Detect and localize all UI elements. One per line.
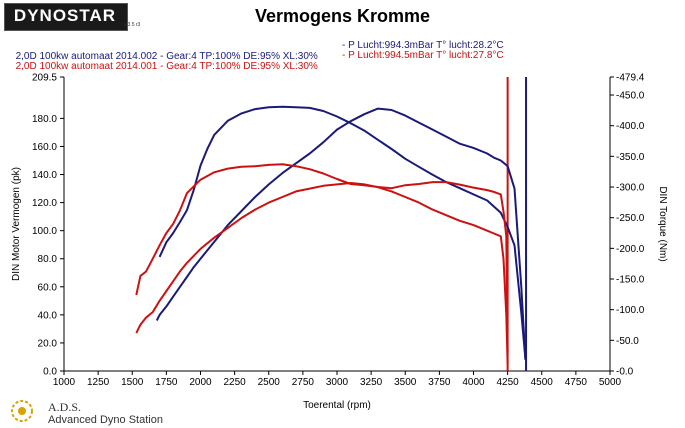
x-tick-label: 4750 <box>565 377 588 388</box>
series-line-power <box>155 107 527 360</box>
x-tick-label: 2000 <box>189 377 212 388</box>
ads-logo-icon <box>11 400 33 422</box>
chart-title: Vermogens Kromme <box>254 6 431 26</box>
y-right-tick-label: -150.0 <box>616 275 645 286</box>
x-tick-label: 4250 <box>497 377 520 388</box>
x-tick-label: 4000 <box>462 377 485 388</box>
y-left-tick-label: 100.0 <box>32 226 57 237</box>
y-left-tick-label: 140.0 <box>32 170 57 181</box>
x-tick-label: 2250 <box>224 377 247 388</box>
y-right-tick-label: -479.4 <box>616 73 645 84</box>
series-line-torque <box>135 163 509 353</box>
x-tick-label: 2750 <box>292 377 315 388</box>
run-label: 2,0D 100kw automaat 2014.002 - Gear:4 TP… <box>15 51 318 62</box>
x-tick-label: 1500 <box>121 377 144 388</box>
run-conditions: - P Lucht:994.5mBar T° lucht:27.8°C <box>342 50 504 61</box>
y-left-tick-label: 60.0 <box>38 282 58 293</box>
y-left-tick-label: 160.0 <box>32 142 57 153</box>
x-tick-label: 1750 <box>155 377 178 388</box>
y-right-axis-title: DIN Torque (Nm) <box>657 186 668 261</box>
y-left-tick-label: 40.0 <box>38 310 58 321</box>
logo-version: v.3.5 r3 <box>124 22 141 28</box>
y-left-tick-label: 120.0 <box>32 198 57 209</box>
ads-subtitle: Advanced Dyno Station <box>48 414 163 426</box>
series-line-power <box>135 182 509 365</box>
y-right-tick-label: -350.0 <box>616 152 645 163</box>
y-right-tick-label: -0.0 <box>616 367 634 378</box>
y-left-tick-label: 0.0 <box>43 367 57 378</box>
y-right-tick-label: -50.0 <box>616 336 639 347</box>
run-info-red: 2,0D 100kw automaat 2014.001 - Gear:4 TP… <box>10 50 504 83</box>
y-right-tick-label: -250.0 <box>616 213 645 224</box>
x-tick-label: 2500 <box>258 377 281 388</box>
x-tick-label: 3500 <box>394 377 417 388</box>
y-right-tick-label: -200.0 <box>616 244 645 255</box>
y-right-tick-label: -450.0 <box>616 91 645 102</box>
run-label: 2,0D 100kw automaat 2014.001 - Gear:4 TP… <box>15 61 318 72</box>
x-tick-label: 3250 <box>360 377 383 388</box>
logo-text: DYNOSTAR <box>13 6 117 25</box>
dynostar-logo <box>4 3 128 31</box>
y-left-axis-title: DIN Motor Vermogen (pk) <box>11 167 22 281</box>
x-tick-label: 4500 <box>531 377 554 388</box>
run-conditions: - P Lucht:994.3mBar T° lucht:28.2°C <box>342 40 504 51</box>
y-right-tick-label: -100.0 <box>616 305 645 316</box>
x-tick-label: 1250 <box>87 377 110 388</box>
x-tick-label: 1000 <box>53 377 76 388</box>
series-line-torque <box>158 105 527 359</box>
x-axis-title: Toerental (rpm) <box>303 400 371 411</box>
ads-brand: A.D.S. <box>48 400 82 414</box>
y-left-tick-label: 20.0 <box>38 338 58 349</box>
y-left-tick-label: 209.5 <box>32 73 57 84</box>
x-tick-label: 5000 <box>599 377 622 388</box>
x-tick-label: 3000 <box>326 377 349 388</box>
y-right-tick-label: -400.0 <box>616 121 645 132</box>
y-left-tick-label: 80.0 <box>38 254 58 265</box>
y-left-tick-label: 180.0 <box>32 114 57 125</box>
x-tick-label: 3750 <box>428 377 451 388</box>
y-right-tick-label: -300.0 <box>616 183 645 194</box>
run-info-blue: 2,0D 100kw automaat 2014.002 - Gear:4 TP… <box>10 40 504 73</box>
